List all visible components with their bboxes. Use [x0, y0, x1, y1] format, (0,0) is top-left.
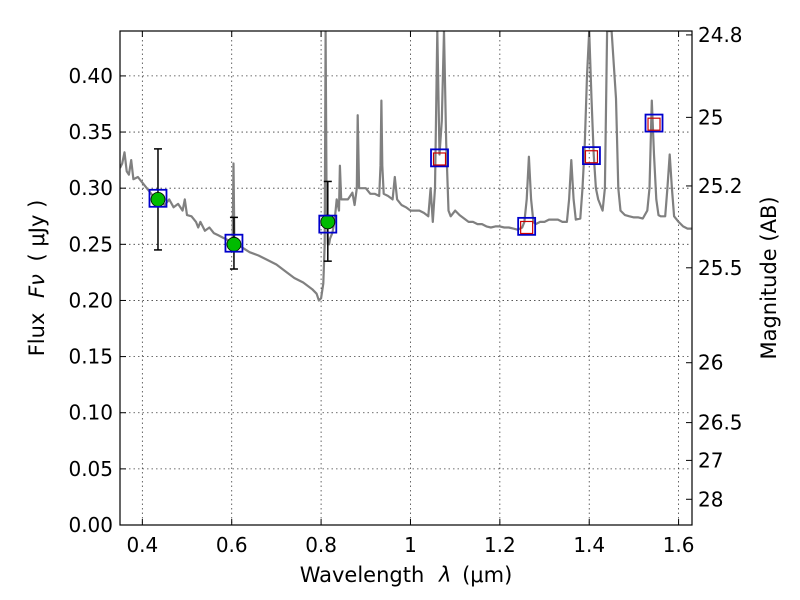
- x-tick-label: 0.8: [305, 533, 337, 557]
- y-axis-label: Flux Fν ( μJy ): [25, 200, 49, 357]
- y-axis-ticks: 0.00 0.05 0.10 0.15 0.20 0.25 0.30 0.35 0.40: [68, 64, 126, 537]
- plot-area: [120, 31, 692, 302]
- magnitude-tick-label: 25.2: [698, 174, 743, 198]
- magnitude-tick-label: 24.8: [698, 23, 743, 47]
- x-axis-ticks: 0.4 0.6 0.8 1 1.2 1.4 1.6: [126, 31, 695, 557]
- x-axis-symbol: λ: [438, 563, 451, 587]
- magnitude-tick-label: 28: [698, 487, 723, 511]
- magnitude-axis-label: Magnitude (AB): [757, 196, 781, 359]
- limit-square: [520, 220, 534, 235]
- plot-frame: [119, 30, 693, 526]
- model-square: [430, 148, 449, 168]
- y-tick-label: 0.25: [68, 232, 113, 256]
- magnitude-tick-label: 25: [698, 105, 723, 129]
- y-tick-label: 0.10: [68, 401, 113, 425]
- magnitude-tick-label: 26: [698, 351, 723, 375]
- limit-square: [584, 150, 599, 164]
- model-square: [148, 188, 168, 208]
- x-tick-label: 1: [404, 533, 417, 557]
- limit-square: [647, 117, 661, 131]
- y-tick-label: 0.30: [68, 176, 113, 200]
- y-tick-label: 0.00: [68, 513, 113, 537]
- model-square: [318, 214, 338, 234]
- x-tick-label: 0.4: [126, 533, 158, 557]
- limit-square: [432, 152, 447, 166]
- model-square: [582, 146, 601, 166]
- observed-point: [320, 214, 336, 230]
- y-tick-label: 0.05: [68, 457, 113, 481]
- model-square: [644, 113, 664, 133]
- x-tick-label: 0.6: [216, 533, 248, 557]
- magnitude-tick-label: 27: [698, 448, 723, 472]
- x-tick-label: 1.6: [663, 533, 695, 557]
- observed-point: [150, 192, 166, 207]
- observed-point: [226, 236, 242, 252]
- y-tick-label: 0.15: [68, 345, 113, 369]
- spectrum-line: [120, 31, 692, 302]
- x-axis-unit: (μm): [462, 563, 512, 587]
- magnitude-tick-label: 25.5: [698, 256, 743, 280]
- y-axis-symbol: Fν: [25, 274, 49, 298]
- y-tick-label: 0.20: [68, 288, 113, 312]
- model-square: [224, 233, 244, 253]
- y-axis-label-text: Flux: [25, 313, 49, 357]
- x-axis-label: Wavelength λ (μm): [300, 563, 513, 587]
- model-square: [517, 216, 537, 236]
- y-axis-unit: ( μJy ): [25, 200, 49, 262]
- x-tick-label: 1.4: [573, 533, 605, 557]
- magnitude-tick-label: 26.5: [698, 411, 743, 435]
- x-tick-label: 1.2: [484, 533, 516, 557]
- y-tick-label: 0.35: [68, 120, 113, 144]
- y-tick-label: 0.40: [68, 64, 113, 88]
- x-axis-label-text: Wavelength: [300, 563, 425, 587]
- magnitude-axis-ticks: 24.8 25 25.2 25.5 26 26.5 27 28: [686, 23, 743, 511]
